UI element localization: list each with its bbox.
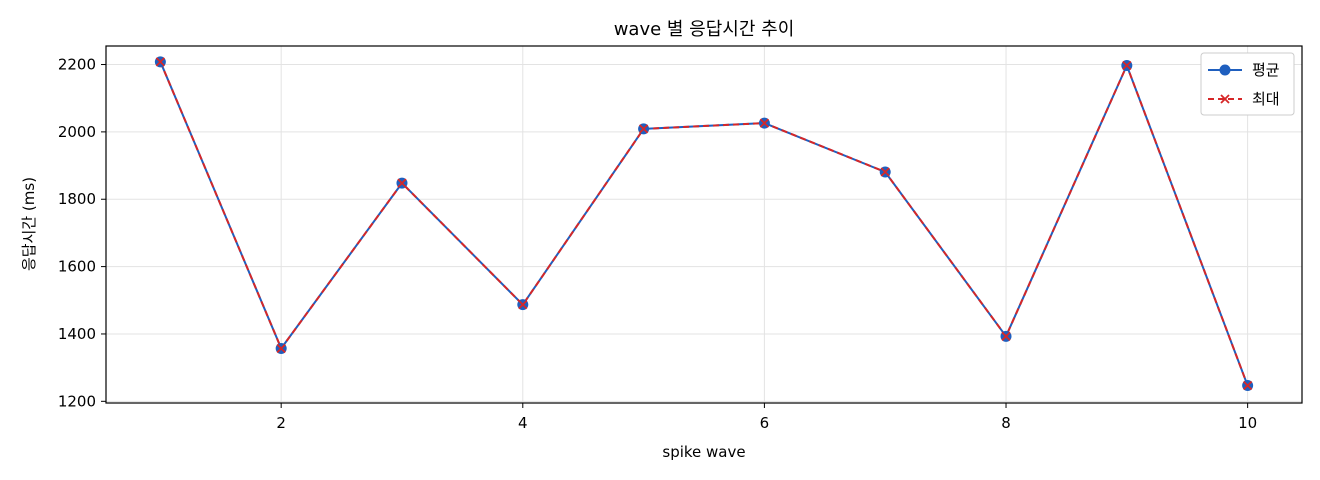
legend-label-avg: 평균 xyxy=(1252,61,1280,79)
series-layer xyxy=(154,56,1254,391)
x-tick-label: 10 xyxy=(1238,414,1257,432)
series-line-avg xyxy=(159,61,1249,386)
data-point-max xyxy=(759,118,770,128)
y-tick-label: 1800 xyxy=(58,190,96,208)
data-point-max xyxy=(518,300,528,310)
legend-marker-max xyxy=(1220,94,1230,104)
x-axis-label: spike wave xyxy=(662,443,745,461)
y-axis-label: 응답시간 (ms) xyxy=(20,177,38,271)
y-tick-label: 1400 xyxy=(58,325,96,343)
data-point-max xyxy=(880,167,890,177)
data-point-max xyxy=(1243,380,1253,391)
x-tick-label: 6 xyxy=(760,414,770,432)
x-tick-label: 2 xyxy=(276,414,286,432)
chart-title: wave 별 응답시간 추이 xyxy=(614,19,795,40)
data-point-max xyxy=(397,178,407,188)
legend-frame xyxy=(1200,52,1295,116)
data-point-max xyxy=(276,343,286,354)
legend: 평균 최대 xyxy=(1200,52,1295,116)
plot-area xyxy=(105,45,1303,404)
axis-ticks: 2 4 6 8 10 1200 1400 1600 1800 2000 2200 xyxy=(58,56,1257,432)
x-tick-label: 8 xyxy=(1001,414,1011,432)
y-tick-label: 2000 xyxy=(58,123,96,141)
data-point-max xyxy=(1001,331,1011,341)
data-point-max xyxy=(638,124,649,134)
y-tick-label: 1600 xyxy=(58,258,96,276)
y-tick-label: 2200 xyxy=(58,56,96,74)
x-tick-label: 4 xyxy=(518,414,528,432)
legend-label-max: 최대 xyxy=(1252,90,1280,108)
data-point-max xyxy=(1122,60,1132,71)
data-point-max xyxy=(155,57,166,67)
grid-lines xyxy=(106,46,1302,403)
series-line-max xyxy=(159,61,1249,386)
legend-marker-avg xyxy=(1219,64,1231,76)
y-tick-label: 1200 xyxy=(58,392,96,410)
